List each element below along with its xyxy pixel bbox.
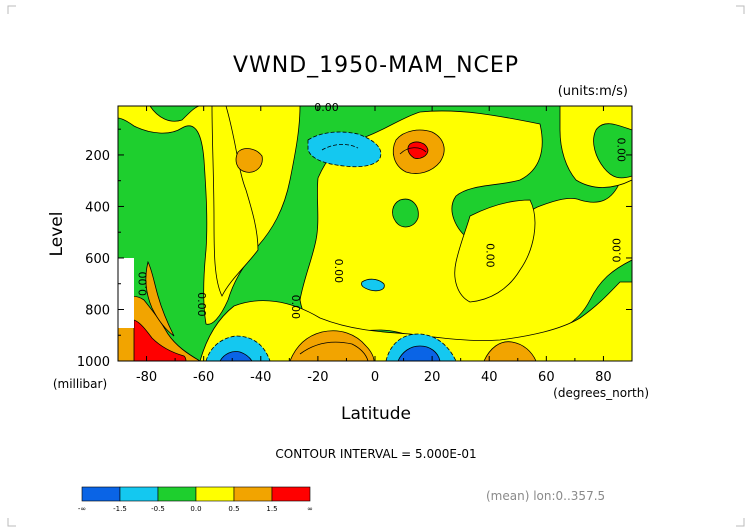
x-tick-label: -20 (307, 370, 328, 385)
region-yellow-left2 (211, 106, 259, 297)
region-red-top (407, 141, 429, 159)
y-axis-units: (millibar) (53, 377, 107, 391)
contour-label: 0.00 (314, 101, 339, 114)
y-tick-label: 800 (85, 303, 110, 318)
y-tick-label: 600 (85, 252, 110, 267)
y-tick-label: 1000 (77, 355, 110, 370)
x-axis-units: (degrees_north) (553, 386, 649, 400)
contour-lines (299, 144, 427, 361)
colorbar-tick-label: 1.5 (266, 505, 277, 513)
colorbar-swatch (119, 486, 159, 502)
units-label: (units:m/s) (558, 84, 628, 99)
region-orange-small (235, 148, 263, 173)
colorbar-swatch (157, 486, 197, 502)
region-orange-bottom-center (289, 330, 375, 361)
region-yellow-topright (559, 106, 632, 188)
region-red-left (133, 319, 187, 361)
x-tick-label: 20 (424, 370, 441, 385)
x-tick-label: -80 (136, 370, 157, 385)
colorbar-tick-label: 0.0 (190, 505, 201, 513)
region-yellow-right (454, 199, 536, 303)
colorbar-swatch (271, 486, 311, 502)
y-tick-label: 200 (85, 149, 110, 164)
region-blue-left (219, 351, 253, 361)
region-cyan-mid (361, 278, 385, 292)
colorbar-tick-label: -∞ (78, 505, 86, 513)
contour-label: 0.00 (611, 238, 624, 263)
region-green-hole (392, 198, 419, 228)
x-axis-label: Latitude (341, 404, 411, 424)
contour-label: 0.00 (137, 271, 150, 296)
contour-label: 0.00 (195, 292, 208, 317)
x-tick-label: -60 (193, 370, 214, 385)
colorbar-swatch (81, 486, 121, 502)
region-cyan-bottom-left (205, 335, 271, 361)
y-axis: 200 400 600 800 1000 (77, 128, 632, 370)
x-tick-label: -40 (250, 370, 271, 385)
region-orange-left2 (145, 260, 175, 337)
contour-label: 0.00 (483, 243, 496, 267)
colorbar-swatch (233, 486, 273, 502)
region-blue-bottom (397, 345, 441, 361)
chart-title: VWND_1950-MAM_NCEP (233, 53, 519, 78)
contour-labels: 0.00 0.00 0.00 0.00 0.00 0.00 0.00 0.00 (137, 101, 628, 319)
colorbar-swatch (195, 486, 235, 502)
x-tick-label: 60 (538, 370, 555, 385)
contour-interval-text: CONTOUR INTERVAL = 5.000E-01 (275, 447, 476, 461)
region-orange-bottom-right (483, 341, 537, 361)
contour-field (118, 106, 632, 361)
y-axis-label: Level (47, 212, 67, 257)
colorbar-tick-label: ∞ (307, 505, 313, 513)
colorbar-tick-label: -1.5 (113, 505, 127, 513)
contour-label: 0.00 (615, 138, 628, 163)
region-cyan-top (307, 131, 382, 168)
colorbar-tick-label: -0.5 (151, 505, 165, 513)
y-tick-label: 400 (85, 200, 110, 215)
missing-data-block (118, 258, 134, 328)
x-tick-label: 40 (481, 370, 498, 385)
footer-text: (mean) lon:0..357.5 (486, 489, 605, 503)
colorbar: -∞ -1.5 -0.5 0.0 0.5 1.5 ∞ (78, 486, 313, 513)
colorbar-tick-label: 0.5 (228, 505, 239, 513)
contour-label: 0.00 (332, 259, 345, 284)
corner-marks (7, 5, 745, 527)
x-axis: -80 -60 -40 -20 0 20 40 60 80 (117, 106, 633, 385)
x-tick-label: 80 (595, 370, 612, 385)
contour-label: 0.00 (289, 295, 302, 320)
x-tick-label: 0 (371, 370, 379, 385)
